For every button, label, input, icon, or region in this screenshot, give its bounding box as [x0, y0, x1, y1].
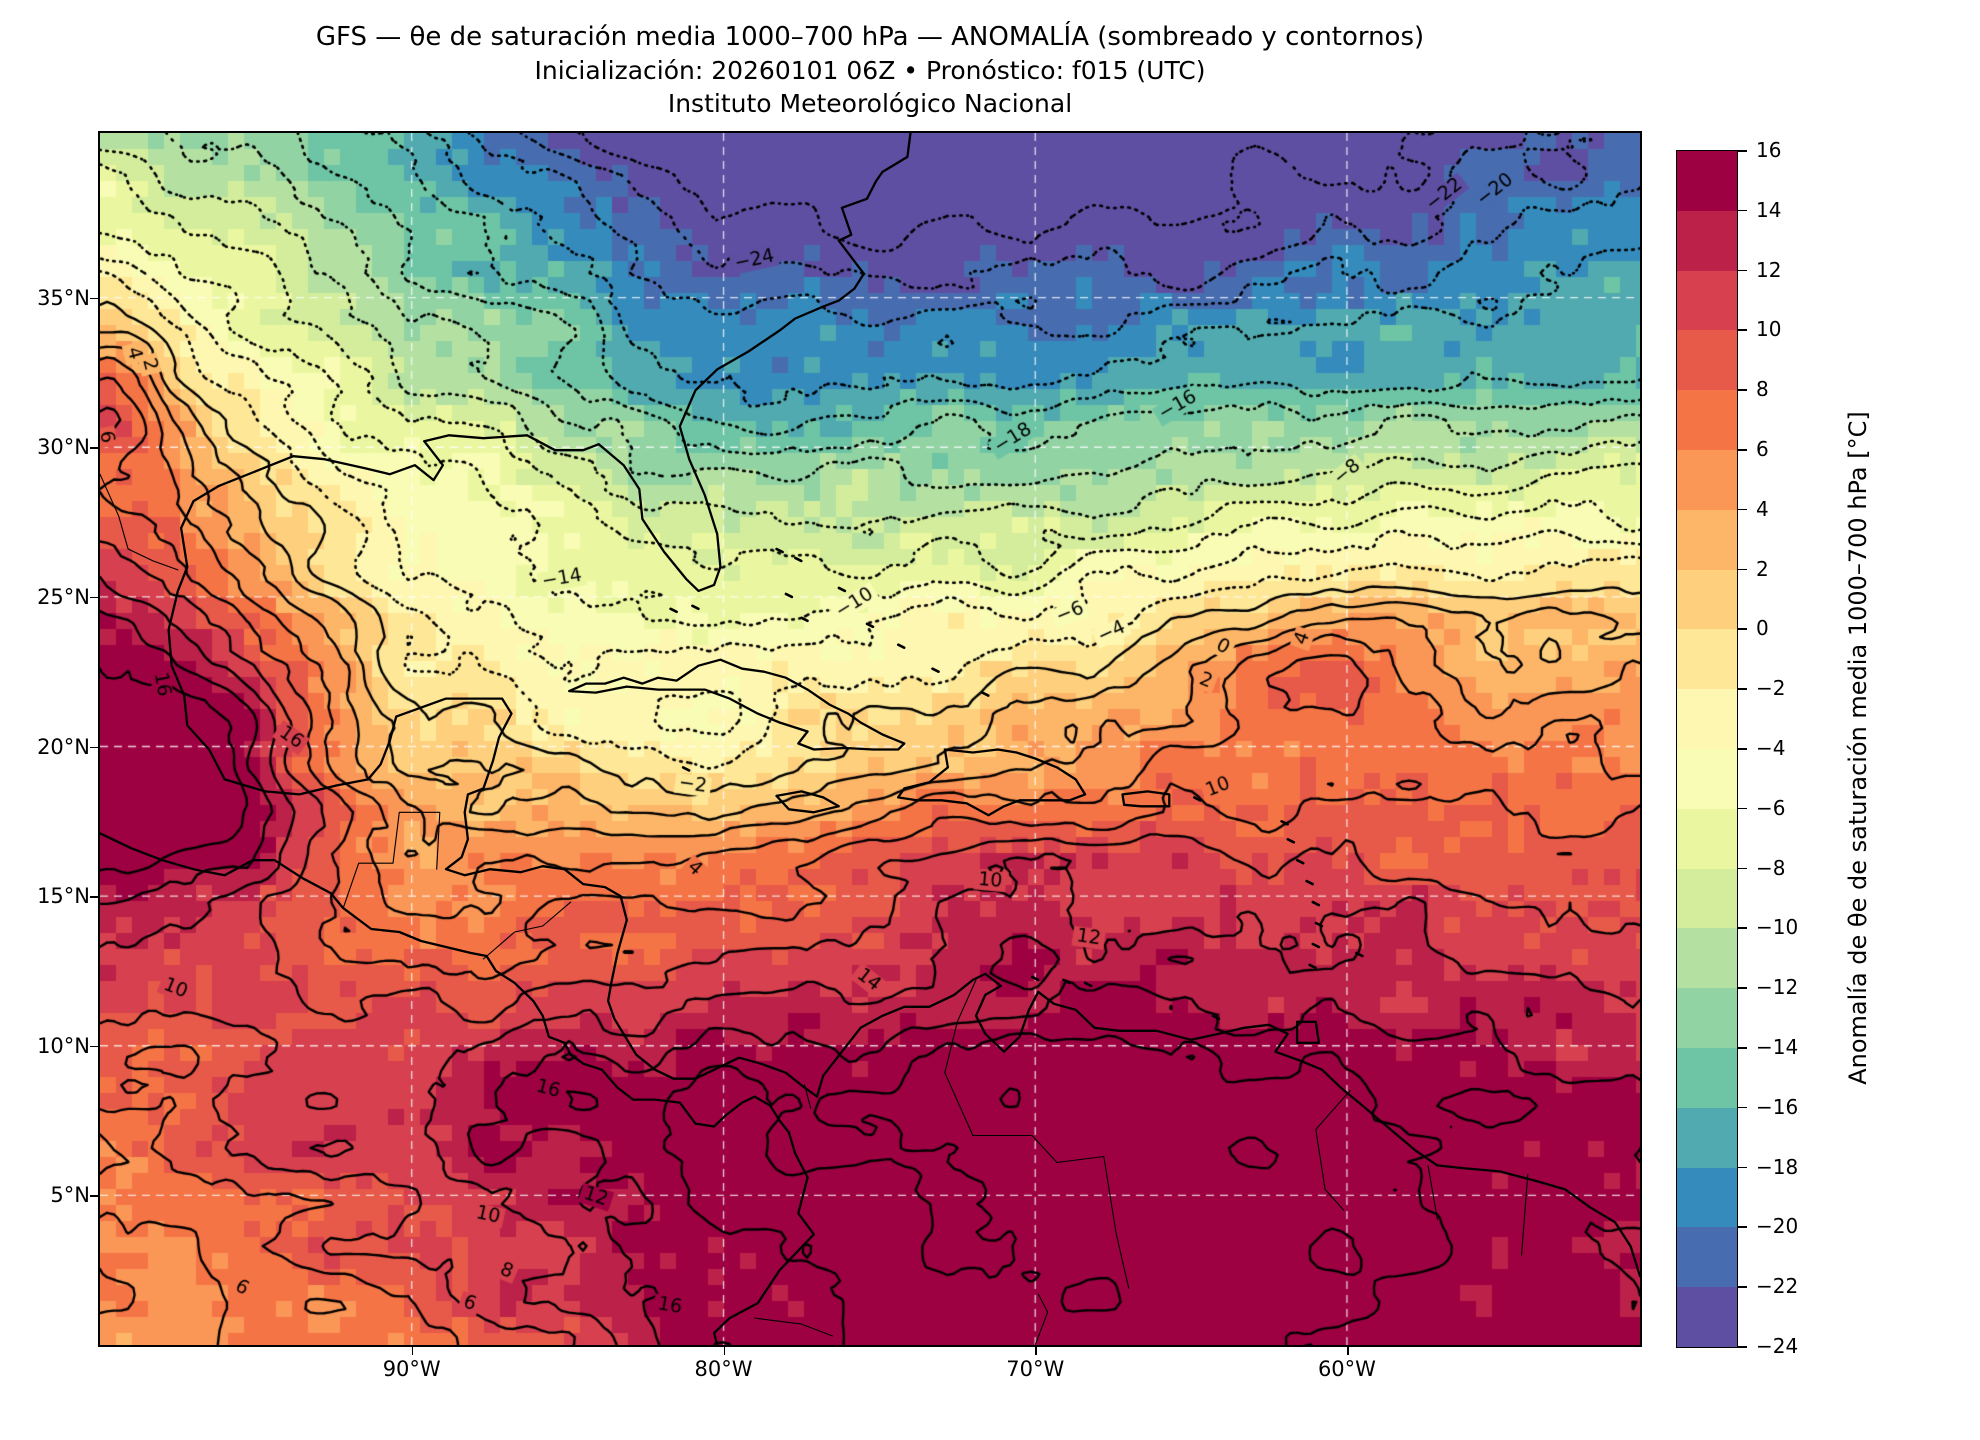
colorbar-segment	[1677, 1107, 1737, 1168]
colorbar-segment	[1677, 988, 1737, 1048]
colorbar-tick-label: 10	[1756, 317, 1782, 342]
colorbar-tick-mark	[1738, 449, 1747, 451]
colorbar-tick-mark	[1738, 987, 1747, 989]
y-tick-label: 5°N	[50, 1183, 90, 1208]
colorbar-tick-mark	[1738, 1346, 1747, 1348]
colorbar-segment	[1677, 390, 1737, 450]
colorbar-tick-label: −2	[1756, 676, 1786, 701]
colorbar-segment	[1677, 569, 1737, 630]
y-tick-label: 35°N	[37, 285, 90, 310]
colorbar-tick-label: 2	[1756, 556, 1769, 581]
colorbar-segment	[1677, 808, 1737, 869]
colorbar-tick-label: −18	[1756, 1154, 1799, 1179]
plot-title-line2: Inicialización: 20260101 06Z • Pronóstic…	[534, 56, 1206, 85]
colorbar-tick-label: 6	[1756, 437, 1769, 461]
colorbar-tick-label: −10	[1756, 915, 1799, 940]
colorbar-tick-mark	[1738, 508, 1747, 511]
colorbar-tick-label: 4	[1756, 496, 1769, 521]
y-tick-label: 25°N	[37, 584, 90, 609]
colorbar-tick-label: −14	[1756, 1035, 1799, 1059]
y-tick-mark	[90, 447, 98, 449]
colorbar-segment	[1677, 210, 1737, 271]
colorbar-segment	[1677, 330, 1737, 391]
colorbar-segment	[1677, 1047, 1737, 1108]
x-tick-label: 80°W	[694, 1357, 753, 1381]
colorbar-tick-mark	[1738, 1166, 1747, 1169]
colorbar-tick-label: 14	[1756, 197, 1782, 222]
plot-title-line3: Instituto Meteorológico Nacional	[667, 89, 1073, 118]
y-tick-label: 20°N	[37, 734, 90, 759]
colorbar-segment	[1677, 1167, 1737, 1228]
colorbar-tick-mark	[1738, 807, 1747, 810]
x-tick-mark	[411, 1347, 414, 1355]
x-tick-label: 60°W	[1317, 1357, 1376, 1381]
colorbar-tick-label: −4	[1756, 736, 1786, 760]
anomaly-shading-canvas	[99, 132, 1640, 1345]
colorbar-segment	[1677, 151, 1737, 211]
x-tick-mark	[1035, 1347, 1037, 1355]
plot-title-line1: GFS — θe de saturación media 1000–700 hP…	[315, 22, 1425, 52]
colorbar-segment	[1677, 449, 1737, 510]
y-tick-label: 15°N	[37, 884, 90, 909]
colorbar-tick-label: −12	[1756, 975, 1799, 1000]
colorbar-tick-label: 12	[1756, 257, 1782, 282]
x-tick-mark	[723, 1347, 726, 1355]
colorbar-tick-mark	[1738, 927, 1747, 929]
x-tick-label: 70°W	[1006, 1357, 1065, 1381]
colorbar-tick-label: −6	[1756, 795, 1786, 820]
colorbar-segment	[1677, 748, 1737, 809]
y-tick-mark	[90, 1195, 98, 1197]
colorbar-tick-mark	[1738, 1226, 1747, 1228]
y-tick-mark	[90, 1045, 98, 1048]
y-tick-mark	[90, 746, 98, 749]
colorbar-tick-mark	[1738, 269, 1747, 272]
colorbar-tick-mark	[1738, 209, 1747, 212]
colorbar-segment	[1677, 1227, 1737, 1288]
colorbar-tick-mark	[1738, 1286, 1747, 1288]
colorbar-tick-mark	[1738, 688, 1747, 690]
colorbar	[1676, 150, 1738, 1348]
map-plot-area	[97, 130, 1642, 1347]
x-tick-label: 90°W	[382, 1357, 441, 1381]
colorbar-tick-label: −16	[1756, 1094, 1799, 1119]
colorbar-tick-mark	[1738, 867, 1747, 870]
colorbar-tick-mark	[1738, 329, 1747, 331]
y-tick-mark	[90, 896, 98, 898]
colorbar-tick-mark	[1738, 628, 1747, 630]
y-tick-label: 30°N	[37, 435, 90, 460]
colorbar-tick-label: −24	[1756, 1334, 1799, 1358]
colorbar-tick-mark	[1738, 568, 1747, 571]
x-tick-mark	[1346, 1347, 1349, 1355]
y-tick-label: 10°N	[37, 1033, 90, 1058]
colorbar-tick-label: −20	[1756, 1214, 1799, 1239]
colorbar-tick-mark	[1738, 748, 1747, 750]
colorbar-tick-mark	[1738, 150, 1747, 152]
colorbar-tick-mark	[1738, 1106, 1747, 1109]
colorbar-segment	[1677, 928, 1737, 989]
colorbar-tick-label: 0	[1756, 616, 1769, 641]
colorbar-segment	[1677, 509, 1737, 570]
colorbar-tick-label: 8	[1756, 377, 1769, 402]
colorbar-axis-label: Anomalía de θe de saturación media 1000–…	[1844, 411, 1872, 1085]
colorbar-tick-label: 16	[1756, 138, 1782, 162]
colorbar-segment	[1677, 270, 1737, 331]
colorbar-segment	[1677, 629, 1737, 690]
colorbar-segment	[1677, 1287, 1737, 1347]
colorbar-segment	[1677, 868, 1737, 929]
y-tick-mark	[90, 297, 98, 300]
colorbar-tick-label: −22	[1756, 1274, 1799, 1299]
colorbar-tick-label: −8	[1756, 855, 1786, 880]
colorbar-segment	[1677, 689, 1737, 749]
colorbar-tick-mark	[1738, 389, 1747, 391]
colorbar-tick-mark	[1738, 1047, 1747, 1049]
y-tick-mark	[90, 596, 98, 599]
